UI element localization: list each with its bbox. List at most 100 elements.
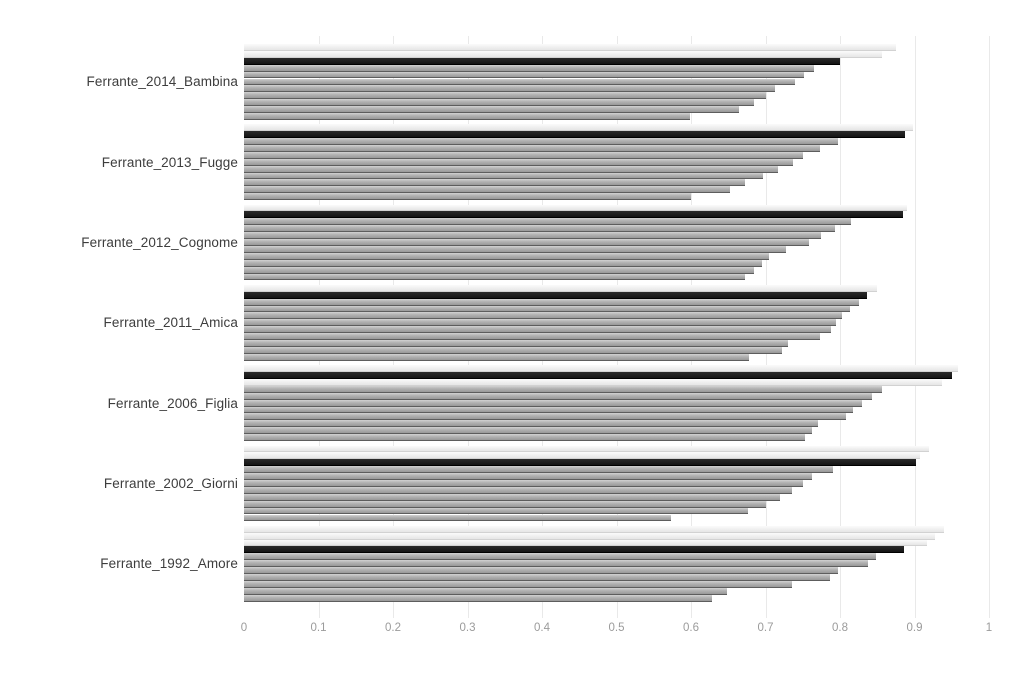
bar-group xyxy=(244,445,1016,522)
bar xyxy=(244,319,837,327)
highlight-bar xyxy=(244,57,840,65)
bar xyxy=(244,326,832,334)
bar xyxy=(244,365,958,373)
bar xyxy=(244,434,805,442)
category-label: Ferrante_2002_Giorni xyxy=(103,475,238,491)
bar xyxy=(244,245,787,253)
bar xyxy=(244,594,712,602)
bar xyxy=(244,186,730,194)
bar-group xyxy=(244,284,1016,361)
bar xyxy=(244,50,883,58)
bar xyxy=(244,420,818,428)
category-label: Ferrante_2014_Bambina xyxy=(86,74,238,90)
bar xyxy=(244,445,930,453)
bar xyxy=(244,560,869,568)
bar xyxy=(244,179,746,187)
bar xyxy=(244,78,796,86)
bar xyxy=(244,500,766,508)
bar xyxy=(244,165,779,173)
bar xyxy=(244,71,805,79)
highlight-bar xyxy=(244,546,905,554)
bar xyxy=(244,144,820,152)
bar xyxy=(244,493,781,501)
bar xyxy=(244,525,945,533)
bar xyxy=(244,252,770,260)
bar xyxy=(244,399,863,407)
x-tick-label: 0.2 xyxy=(385,622,401,634)
x-axis: 0 0.1 0.2 0.3 0.4 0.5 0.6 0.7 0.8 0.9 1 xyxy=(0,622,1035,642)
gridline-0.8 xyxy=(840,36,841,618)
bar xyxy=(244,266,755,274)
bar xyxy=(244,385,883,393)
bar xyxy=(244,298,859,306)
bar-group xyxy=(244,44,1016,120)
bar xyxy=(244,532,936,540)
bar xyxy=(244,151,803,159)
x-tick-label: 0.6 xyxy=(683,622,699,634)
bar xyxy=(244,514,671,522)
bar xyxy=(244,473,813,480)
x-tick-label: 0.4 xyxy=(534,622,550,634)
bar xyxy=(244,193,691,201)
bar xyxy=(244,204,908,212)
bar xyxy=(244,239,809,246)
bar xyxy=(244,580,793,588)
x-tick-label: 0.3 xyxy=(459,622,476,634)
bar xyxy=(244,553,876,561)
bar xyxy=(244,218,852,226)
bar xyxy=(244,340,788,347)
bar xyxy=(244,574,831,581)
x-tick-label: 0.1 xyxy=(310,622,327,634)
x-tick-label: 0.5 xyxy=(608,622,625,634)
highlight-bar xyxy=(244,459,916,467)
bar xyxy=(244,124,913,132)
bar xyxy=(244,427,812,435)
bar xyxy=(244,92,766,100)
bar xyxy=(244,452,921,460)
x-tick-label: 0.8 xyxy=(832,622,848,634)
bar xyxy=(244,106,740,113)
bar xyxy=(244,480,803,487)
plot-area xyxy=(244,36,1016,618)
bar xyxy=(244,225,835,233)
gridline-1 xyxy=(989,36,990,618)
bar xyxy=(244,158,794,166)
bar xyxy=(244,85,776,93)
highlight-bar xyxy=(244,211,904,219)
category-label: Ferrante_2011_Amica xyxy=(103,315,238,331)
category-label: Ferrante_1992_Amore xyxy=(100,556,238,572)
x-tick-label: 0.9 xyxy=(906,622,923,634)
bar xyxy=(244,138,838,145)
bar xyxy=(244,406,854,414)
bar xyxy=(244,312,843,320)
bar xyxy=(244,44,896,51)
bar-group xyxy=(244,204,1016,281)
bar xyxy=(244,259,762,267)
bar xyxy=(244,333,820,341)
bar xyxy=(244,567,838,575)
bar xyxy=(244,232,822,240)
bar xyxy=(244,507,749,515)
bar-group xyxy=(244,525,1016,602)
highlight-bar xyxy=(244,291,867,299)
category-labels-column: Ferrante_2014_Bambina Ferrante_2013_Fugge… xyxy=(0,0,238,673)
bar xyxy=(244,113,690,120)
gridline-0.9 xyxy=(914,36,916,618)
bar-group xyxy=(244,124,1016,201)
bar xyxy=(244,353,750,361)
bar xyxy=(244,172,764,180)
bar xyxy=(244,346,782,354)
bar xyxy=(244,587,727,595)
bar xyxy=(244,392,873,400)
category-label: Ferrante_2013_Fugge xyxy=(101,154,238,170)
bar xyxy=(244,413,846,421)
highlight-bar xyxy=(244,372,953,379)
x-tick-label: 0.7 xyxy=(757,622,774,634)
x-tick-label: 0 xyxy=(240,622,248,634)
bar xyxy=(244,466,833,474)
category-label: Ferrante_2012_Cognome xyxy=(81,235,238,251)
x-tick-label: 1 xyxy=(985,622,993,634)
bar xyxy=(244,99,755,107)
bar-group xyxy=(244,365,1016,442)
